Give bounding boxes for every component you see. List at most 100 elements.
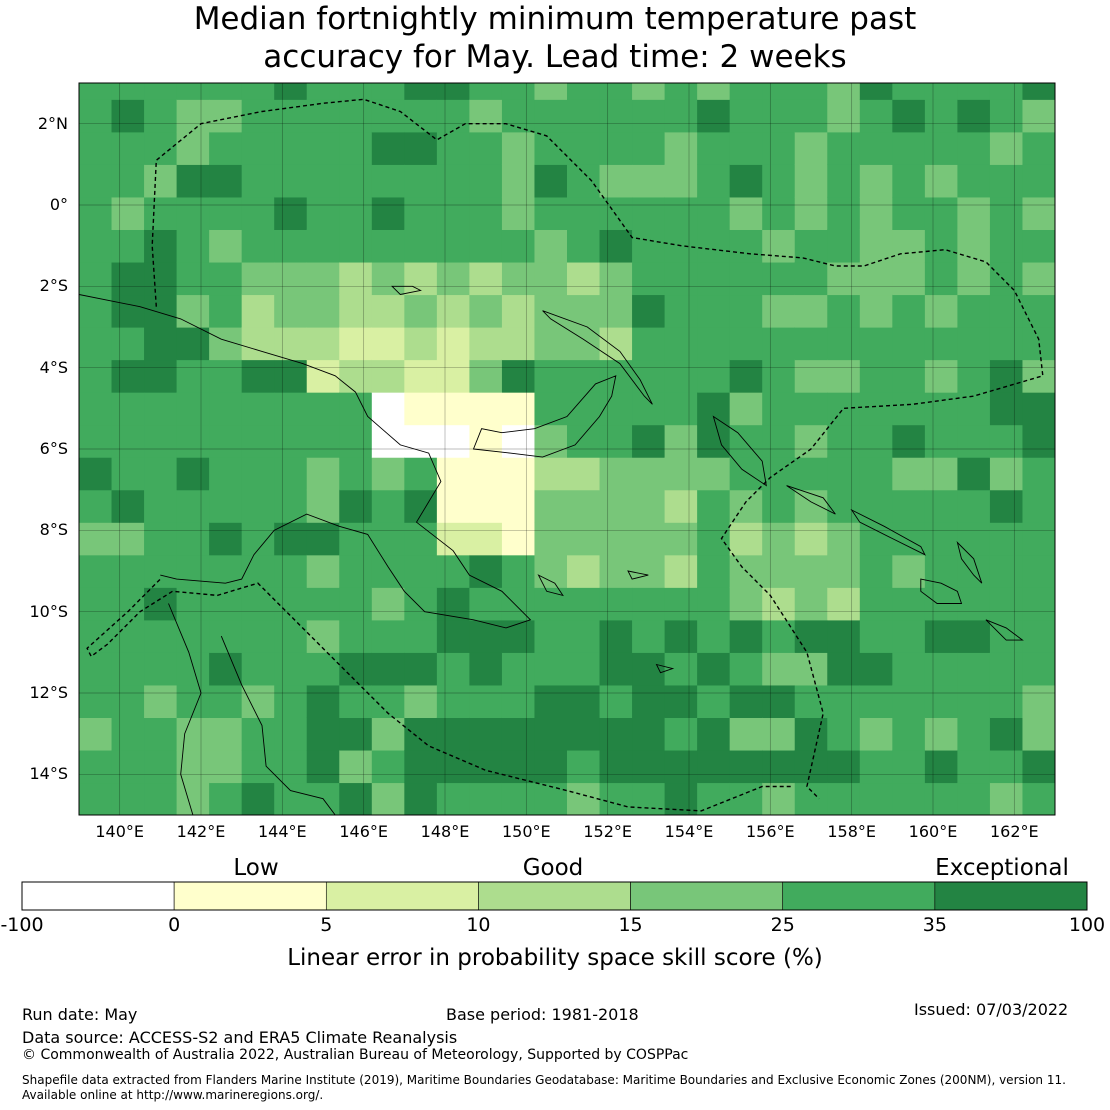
grid-cell — [924, 554, 958, 588]
grid-cell — [501, 652, 536, 686]
data-source: Data source: ACCESS-S2 and ERA5 Climate … — [22, 1028, 458, 1047]
grid-cell — [697, 522, 731, 556]
grid-cell — [241, 457, 275, 491]
grid-cell — [436, 457, 470, 491]
grid-cell — [501, 164, 536, 198]
grid-cell — [632, 99, 666, 133]
colorbar-segment — [934, 881, 1088, 911]
grid-cell — [567, 294, 601, 328]
grid-cell — [501, 131, 536, 165]
grid-cell — [632, 196, 666, 230]
colorbar-tick: -100 — [0, 914, 44, 936]
grid-cell — [697, 489, 731, 523]
grid-cell — [924, 164, 958, 198]
grid-cell — [79, 229, 113, 263]
grid-cell — [729, 359, 763, 393]
grid-cell — [306, 83, 340, 100]
grid-cell — [534, 164, 568, 198]
grid-cell — [501, 392, 536, 426]
grid-cell — [892, 327, 926, 361]
grid-cell — [567, 619, 601, 653]
grid-cell — [144, 327, 178, 361]
grid-cell — [632, 261, 666, 296]
grid-cell — [404, 359, 438, 393]
grid-cell — [339, 717, 373, 751]
grid-cell — [762, 522, 796, 556]
grid-cell — [111, 424, 145, 458]
grid-cell — [892, 489, 926, 523]
grid-cell — [534, 99, 568, 133]
grid-cell — [827, 359, 861, 393]
grid-cell — [501, 457, 536, 491]
grid-cell — [241, 717, 275, 751]
grid-cell — [794, 99, 828, 133]
grid-cell — [79, 261, 113, 296]
grid-cell — [989, 131, 1024, 165]
run-date: Run date: May — [22, 1005, 138, 1024]
latitude-tick: 12°S — [29, 683, 68, 702]
grid-cell — [957, 196, 991, 230]
grid-cell — [176, 619, 210, 653]
grid-cell — [274, 554, 308, 588]
grid-cell — [729, 424, 763, 458]
grid-cell — [79, 554, 113, 588]
grid-cell — [729, 522, 763, 556]
grid-cell — [209, 684, 243, 718]
grid-cell — [859, 99, 893, 133]
grid-cell — [762, 164, 796, 198]
grid-cell — [436, 392, 470, 426]
grid-cell — [567, 554, 601, 588]
grid-cell — [632, 327, 666, 361]
grid-cell — [632, 554, 666, 588]
grid-cell — [599, 327, 633, 361]
grid-cell — [209, 83, 243, 100]
grid-cell — [534, 554, 568, 588]
grid-cell — [794, 554, 828, 588]
grid-cell — [339, 782, 373, 815]
grid-cell — [144, 684, 178, 718]
grid-cell — [339, 196, 373, 230]
grid-cell — [567, 261, 601, 296]
grid-cell — [1022, 782, 1055, 815]
grid-cell — [501, 489, 536, 523]
grid-cell — [924, 359, 958, 393]
grid-cell — [241, 99, 275, 133]
grid-cell — [176, 131, 210, 165]
grid-cell — [827, 522, 861, 556]
grid-cell — [534, 196, 568, 230]
grid-cell — [534, 327, 568, 361]
grid-cell — [241, 229, 275, 263]
grid-cell — [371, 229, 405, 263]
grid-cell — [111, 83, 145, 100]
grid-cell — [599, 294, 633, 328]
grid-cell — [794, 131, 828, 165]
grid-cell — [306, 749, 340, 784]
grid-cell — [209, 619, 243, 653]
grid-cell — [371, 196, 405, 230]
grid-cell — [79, 196, 113, 230]
grid-cell — [567, 717, 601, 751]
grid-cell — [664, 99, 698, 133]
grid-cell — [274, 99, 308, 133]
grid-cell — [697, 327, 731, 361]
grid-cell — [436, 684, 470, 718]
grid-cell — [501, 684, 536, 718]
grid-cell — [697, 131, 731, 165]
grid-cell — [729, 131, 763, 165]
grid-cell — [729, 261, 763, 296]
grid-cell — [469, 749, 503, 784]
grid-cell — [1022, 164, 1055, 198]
grid-cell — [859, 457, 893, 491]
grid-cell — [697, 457, 731, 491]
longitude-tick: 152°E — [583, 822, 632, 841]
grid-cell — [339, 131, 373, 165]
grid-cell — [892, 424, 926, 458]
grid-cell — [404, 554, 438, 588]
grid-cell — [209, 261, 243, 296]
grid-cell — [567, 99, 601, 133]
grid-cell — [339, 83, 373, 100]
grid-cell — [111, 587, 145, 621]
grid-cell — [111, 554, 145, 588]
grid-cell — [79, 99, 113, 133]
grid-cell — [404, 782, 438, 815]
